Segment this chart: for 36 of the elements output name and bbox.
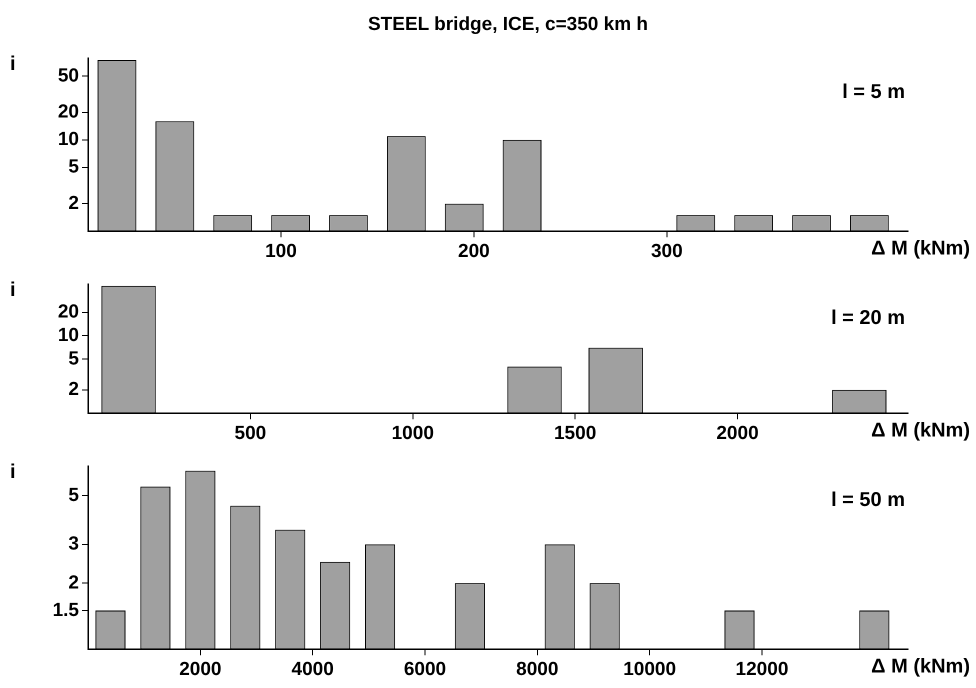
y-tick-label: 2	[68, 192, 79, 214]
x-tick-label: 10000	[623, 658, 676, 680]
x-tick-label: 1500	[554, 422, 596, 444]
chart-title: STEEL bridge, ICE, c=350 km h	[367, 13, 649, 37]
y-tick-label: 3	[68, 534, 79, 555]
y-axis-title: i	[10, 52, 16, 75]
y-tick-label: 5	[68, 156, 80, 178]
annotation: l = 5 m	[842, 80, 905, 103]
y-tick-label: 10	[58, 129, 79, 150]
y-tick-label: 1.5	[52, 600, 80, 621]
x-tick-label: 6000	[404, 658, 446, 680]
x-tick-label: 12000	[736, 658, 788, 680]
x-tick-label: 100	[265, 240, 297, 262]
y-tick-label: 50	[58, 65, 79, 86]
x-tick-label: 8000	[516, 658, 558, 680]
x-tick-label: 300	[650, 240, 683, 262]
annotation: l = 20 m	[831, 306, 905, 329]
x-tick-label: 500	[234, 422, 266, 444]
y-tick-label: 5	[68, 348, 80, 370]
y-axis-title: i	[10, 460, 16, 483]
x-tick-label: 2000	[179, 658, 222, 680]
y-tick-label: 2	[68, 379, 79, 400]
y-tick-label: 5	[68, 484, 80, 506]
x-tick-label: 1000	[392, 422, 434, 444]
y-tick-label: 20	[58, 102, 79, 123]
annotation: l = 50 m	[831, 488, 905, 511]
y-tick-label: 20	[58, 302, 79, 323]
x-tick-label: 4000	[292, 658, 334, 680]
x-axis-title: Δ M (kNm)	[871, 656, 970, 678]
y-tick-label: 10	[58, 324, 79, 346]
x-tick-label: 2000	[716, 422, 759, 444]
y-tick-label: 2	[68, 572, 79, 594]
x-axis-title: Δ M (kNm)	[871, 238, 970, 260]
y-axis-title: i	[10, 278, 16, 301]
x-axis-title: Δ M (kNm)	[871, 420, 970, 442]
x-tick-label: 200	[458, 240, 490, 262]
